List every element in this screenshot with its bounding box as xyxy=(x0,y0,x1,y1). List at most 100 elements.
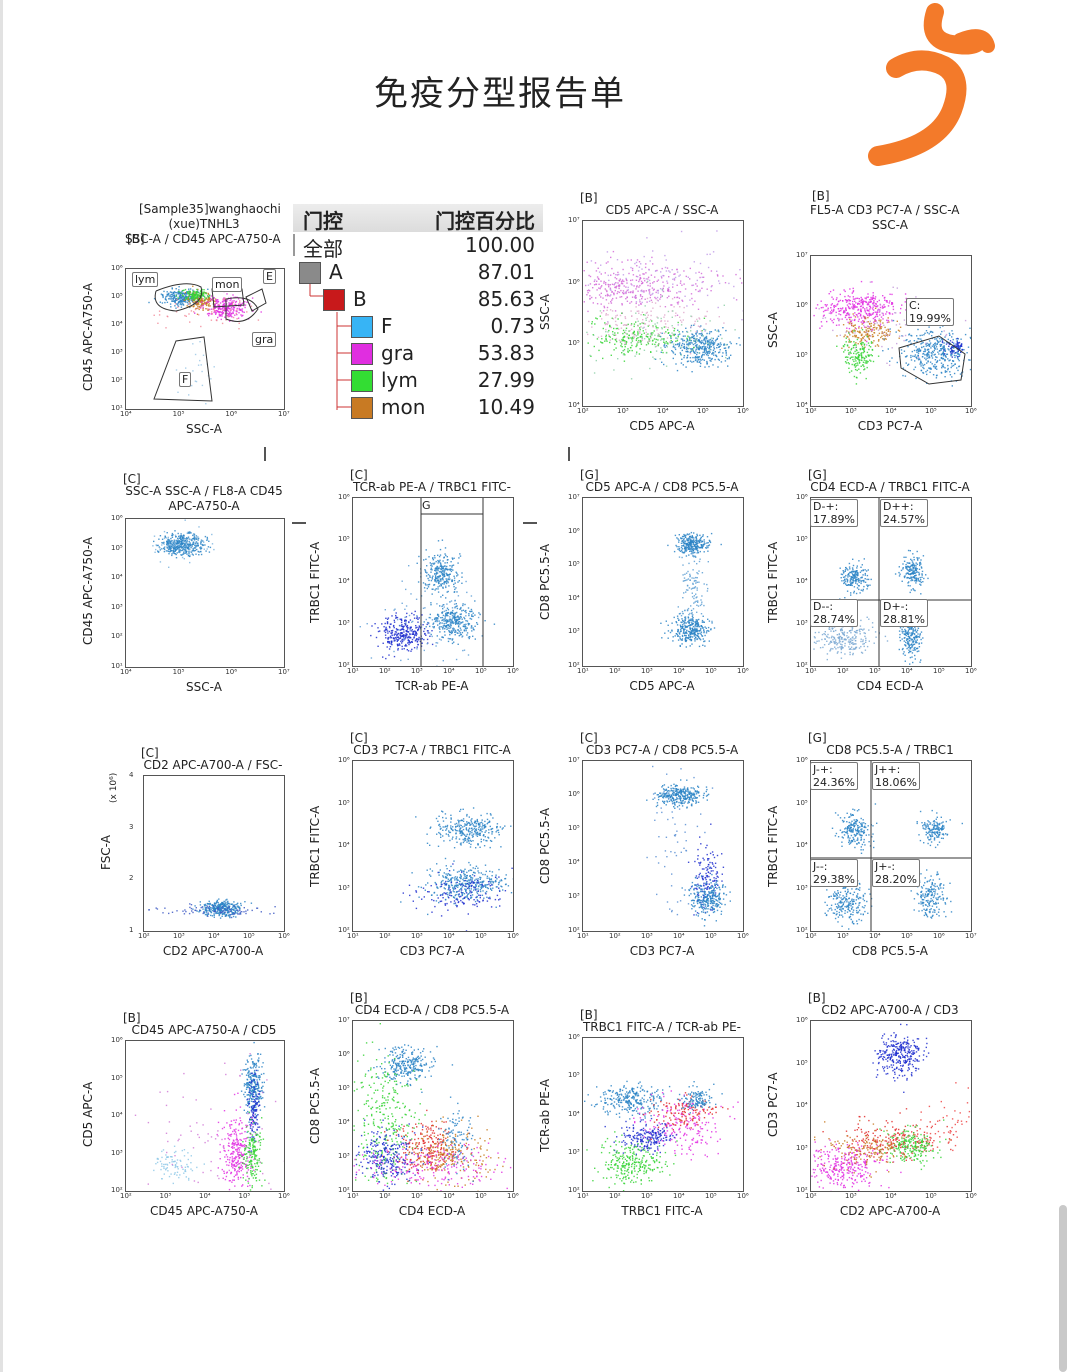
data-point xyxy=(931,350,934,353)
data-point xyxy=(431,619,434,621)
data-point xyxy=(396,643,399,645)
data-point xyxy=(645,331,647,334)
data-point xyxy=(588,320,590,323)
data-point xyxy=(710,343,712,346)
data-point xyxy=(391,643,393,646)
data-point xyxy=(257,319,260,321)
data-point xyxy=(707,351,709,353)
data-point xyxy=(187,291,189,293)
data-point xyxy=(697,340,699,342)
data-point xyxy=(705,350,707,352)
data-point xyxy=(873,329,875,331)
data-point xyxy=(202,308,204,310)
data-point xyxy=(932,331,934,334)
data-point xyxy=(428,583,431,586)
data-point xyxy=(638,339,640,342)
data-point xyxy=(598,271,601,273)
data-point xyxy=(945,356,947,358)
data-point xyxy=(170,298,172,300)
data-point xyxy=(621,340,624,342)
data-point xyxy=(703,328,705,331)
data-point xyxy=(948,345,950,347)
data-point xyxy=(450,600,453,602)
data-point xyxy=(189,294,192,296)
data-point xyxy=(955,345,958,348)
data-point xyxy=(879,323,882,325)
data-point xyxy=(399,618,401,620)
data-point xyxy=(168,298,170,300)
data-point xyxy=(925,343,927,345)
data-point xyxy=(678,275,680,277)
data-point xyxy=(954,356,956,359)
data-point xyxy=(709,342,711,344)
data-point xyxy=(424,570,427,572)
data-point xyxy=(923,350,925,353)
data-point xyxy=(873,324,875,326)
data-point xyxy=(186,293,188,295)
plot-area xyxy=(810,255,972,407)
data-point xyxy=(858,354,861,356)
data-point xyxy=(217,307,219,309)
data-point xyxy=(651,301,653,303)
data-point xyxy=(710,360,712,362)
data-point xyxy=(200,546,202,548)
data-point xyxy=(869,299,871,301)
data-point xyxy=(217,316,219,319)
data-point xyxy=(449,613,452,615)
data-point xyxy=(663,326,666,328)
data-point xyxy=(661,338,663,340)
data-point xyxy=(439,559,441,561)
data-point xyxy=(177,545,179,548)
data-point xyxy=(680,549,683,551)
data-point xyxy=(862,322,864,324)
data-point xyxy=(682,364,684,366)
data-point xyxy=(615,347,617,349)
data-point xyxy=(870,325,872,327)
data-point xyxy=(197,291,200,294)
data-point xyxy=(181,290,183,293)
data-point xyxy=(450,568,453,571)
data-point xyxy=(175,294,177,297)
data-point xyxy=(690,330,692,332)
data-point xyxy=(443,610,446,612)
data-point xyxy=(633,337,635,339)
data-point xyxy=(954,352,957,354)
data-point xyxy=(197,536,199,538)
data-point xyxy=(442,660,444,662)
data-point xyxy=(182,539,185,541)
data-point xyxy=(853,305,855,307)
data-point xyxy=(848,322,850,325)
data-point xyxy=(847,300,849,302)
data-point xyxy=(716,344,718,346)
data-point xyxy=(444,626,447,628)
data-point xyxy=(635,301,638,303)
data-point xyxy=(700,362,702,365)
data-point xyxy=(156,544,158,547)
data-point xyxy=(192,293,194,295)
data-point xyxy=(827,307,829,309)
data-point xyxy=(866,330,868,332)
data-point xyxy=(703,351,705,353)
data-point xyxy=(870,301,872,303)
data-point xyxy=(457,622,459,624)
data-point xyxy=(854,347,857,349)
scrollbar[interactable] xyxy=(1059,1205,1067,1372)
data-point xyxy=(879,326,881,329)
data-point xyxy=(856,369,858,372)
data-point xyxy=(401,645,403,648)
data-point xyxy=(423,587,426,589)
data-point xyxy=(957,338,959,340)
data-point xyxy=(940,333,942,335)
data-point xyxy=(711,342,714,344)
data-point xyxy=(928,357,930,359)
data-point xyxy=(666,346,668,348)
data-point xyxy=(391,615,393,617)
data-point xyxy=(176,552,178,554)
data-point xyxy=(690,315,692,317)
data-point xyxy=(624,346,626,348)
data-point xyxy=(625,327,628,329)
data-point xyxy=(405,633,407,635)
data-point xyxy=(211,299,214,301)
data-point xyxy=(405,643,407,646)
data-point xyxy=(941,367,943,369)
